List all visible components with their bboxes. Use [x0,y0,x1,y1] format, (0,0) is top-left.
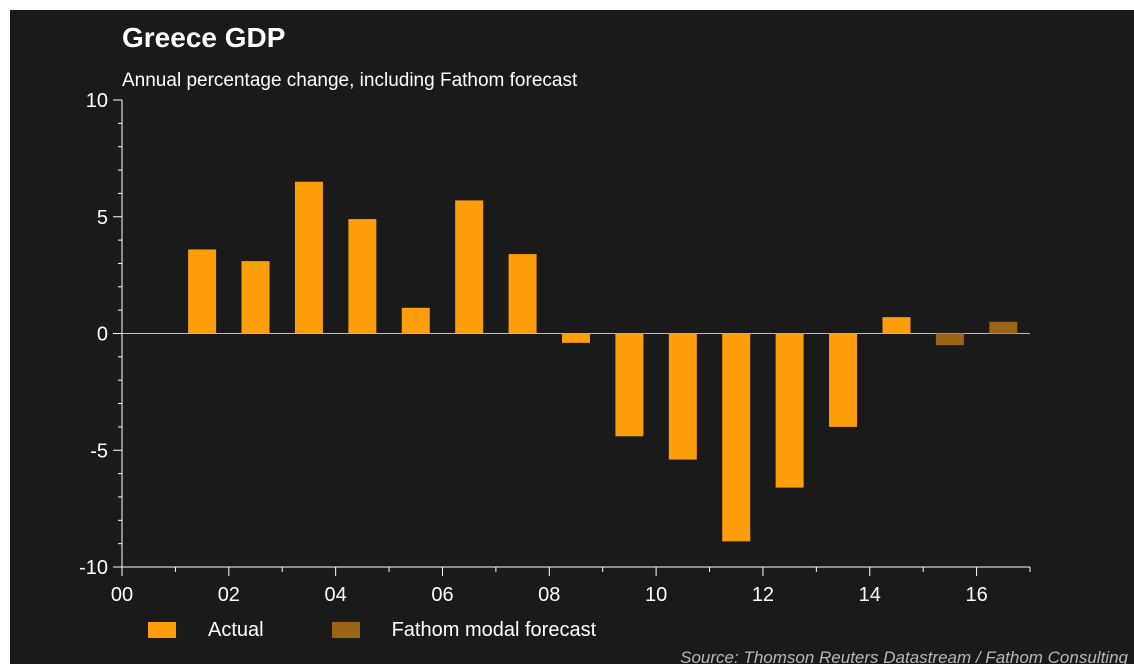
legend-label-forecast: Fathom modal forecast [391,618,597,641]
actual-bar [775,333,804,488]
actual-bar [241,261,270,334]
x-tick-label: 02 [218,584,240,606]
actual-bar [508,254,537,334]
actual-bar [401,307,430,334]
forecast-bar [935,333,964,346]
y-tick-label: -10 [79,557,108,579]
x-tick-label: 12 [752,584,774,606]
legend-swatch-actual [148,622,176,638]
source-note: Source: Thomson Reuters Datastream / Fat… [680,648,1128,664]
x-tick-label: 04 [325,584,347,606]
actual-bar [615,333,644,437]
x-tick-label: 14 [859,584,881,606]
actual-bar [722,333,751,542]
legend-swatch-forecast [331,622,360,638]
x-tick-label: 00 [111,584,133,606]
x-tick-label: 10 [645,584,667,606]
chart-panel: Greece GDP Annual percentage change, inc… [10,10,1134,664]
chart-title: Greece GDP [122,22,286,53]
y-tick-label: 10 [86,90,108,112]
y-tick-label: 0 [97,324,108,346]
x-tick-label: 06 [431,584,453,606]
legend-item-forecast: Fathom modal forecast [331,618,597,642]
actual-bar [668,333,697,460]
actual-bar [294,181,323,334]
legend-label-actual: Actual [208,618,264,641]
forecast-bar [989,321,1018,334]
actual-bar [348,219,377,334]
actual-bar [455,200,484,334]
actual-bar [882,317,911,334]
actual-bar [188,249,217,334]
legend: Actual Fathom modal forecast [148,616,664,644]
legend-item-actual: Actual [148,619,264,642]
actual-bar [562,333,590,343]
chart-subtitle: Annual percentage change, including Fath… [122,70,578,91]
x-tick-label: 08 [538,584,560,606]
actual-bar [829,333,858,427]
y-tick-label: -5 [90,440,108,462]
x-tick-label: 16 [965,584,987,606]
y-tick-label: 5 [97,207,108,229]
